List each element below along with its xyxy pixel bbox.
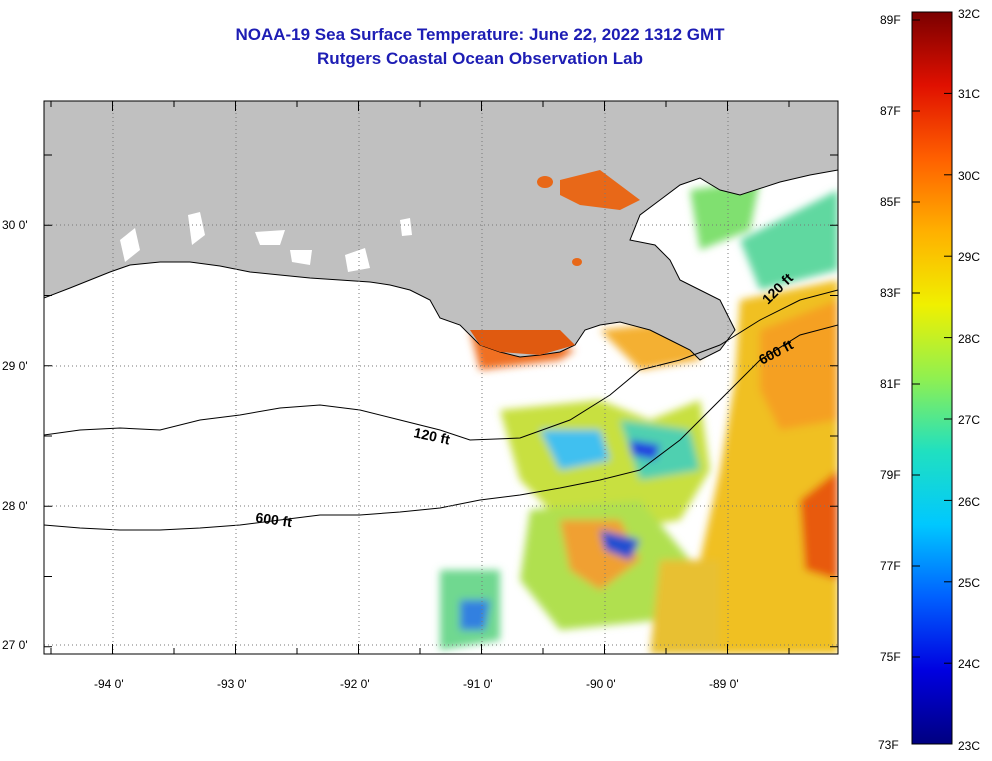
graticule [44, 101, 838, 654]
colorbar [911, 11, 953, 745]
lake-white-5 [345, 248, 370, 272]
lake-white-4 [290, 250, 312, 265]
lon-label-90: -90 0' [586, 677, 616, 691]
colorbar-ticks [912, 11, 952, 664]
contour-600ft [44, 324, 838, 531]
c-label-32: 32C [958, 7, 980, 21]
lon-label-89: -89 0' [709, 677, 739, 691]
lake-white-2 [188, 212, 205, 245]
c-label-25: 25C [958, 576, 980, 590]
contour-120ft [44, 289, 838, 441]
f-label-75: 75F [880, 650, 901, 664]
c-label-30: 30C [958, 169, 980, 183]
lat-axis: 30 0' 29 0' 28 0' 27 0' [2, 218, 28, 652]
lon-label-91: -91 0' [463, 677, 493, 691]
lake-white-6 [400, 218, 412, 236]
f-label-83: 83F [880, 286, 901, 300]
lon-label-93: -93 0' [217, 677, 247, 691]
map-subtitle: Rutgers Coastal Ocean Observation Lab [317, 49, 643, 68]
lon-axis: -94 0' -93 0' -92 0' -91 0' -90 0' -89 0… [94, 677, 739, 691]
colorbar-fahrenheit-labels: 89F 87F 85F 83F 81F 79F 77F 75F 73F [878, 13, 901, 752]
map-title: NOAA-19 Sea Surface Temperature: June 22… [235, 25, 725, 44]
c-label-27: 27C [958, 413, 980, 427]
colorbar-celsius-labels: 32C 31C 30C 29C 28C 27C 26C 25C 24C 23C [958, 7, 980, 753]
f-label-89: 89F [880, 13, 901, 27]
lat-label-30: 30 0' [2, 218, 28, 232]
contour-label-120-west: 120 ft [412, 424, 451, 447]
lake-white-3 [255, 230, 285, 245]
lake-white [120, 228, 140, 262]
c-label-28: 28C [958, 332, 980, 346]
lake-warm-tiny [572, 258, 582, 266]
c-label-31: 31C [958, 87, 980, 101]
f-label-79: 79F [880, 468, 901, 482]
coastal-warm [470, 330, 575, 355]
lat-label-27: 27 0' [2, 638, 28, 652]
axis-ticks [44, 101, 838, 654]
c-label-24: 24C [958, 657, 980, 671]
f-label-85: 85F [880, 195, 901, 209]
contour-label-600-west: 600 ft [255, 509, 294, 530]
f-label-87: 87F [880, 104, 901, 118]
c-label-23: 23C [958, 739, 980, 753]
land-mass [44, 101, 838, 361]
lat-label-29: 29 0' [2, 359, 28, 373]
lake-warm [560, 170, 640, 210]
c-label-29: 29C [958, 250, 980, 264]
lon-label-92: -92 0' [340, 677, 370, 691]
lat-label-28: 28 0' [2, 499, 28, 513]
map-border [43, 100, 839, 655]
sst-data-layer [440, 180, 838, 654]
f-label-81: 81F [880, 377, 901, 391]
c-label-26: 26C [958, 495, 980, 509]
f-label-77: 77F [880, 559, 901, 573]
f-label-73: 73F [878, 738, 899, 752]
lon-label-94: -94 0' [94, 677, 124, 691]
lake-warm-small [537, 176, 553, 188]
